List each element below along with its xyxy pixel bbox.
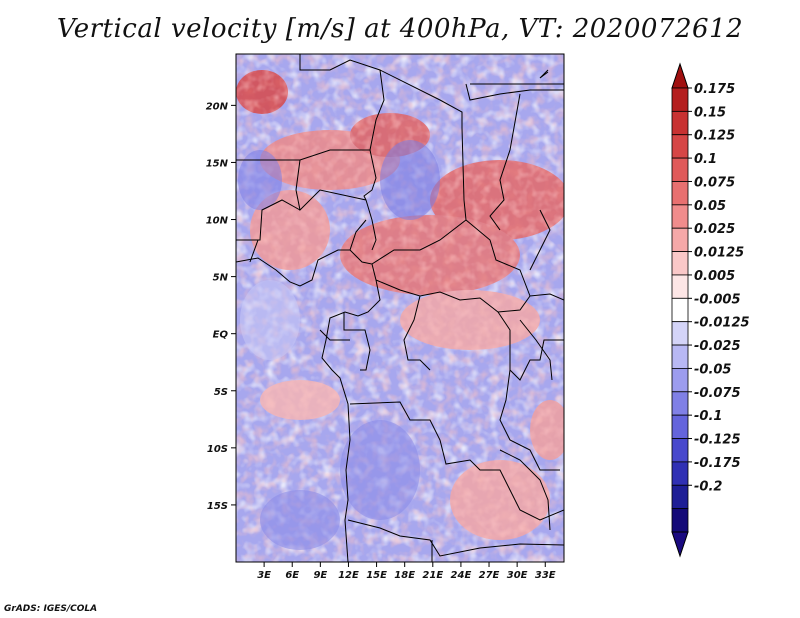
colorbar-label: 0.05 (694, 199, 726, 214)
lon-tick-label: 12E (338, 570, 359, 581)
lat-tick-label: 10N (206, 216, 229, 227)
colorbar-swatch (671, 368, 689, 393)
lat-tick-label: 5N (213, 273, 229, 284)
latitude-axis: 20N 15N 10N 5N EQ 5S 10S 15S (206, 101, 236, 512)
colorbar-swatch (671, 157, 689, 182)
colorbar-label: 0.175 (694, 82, 735, 97)
colorbar-bottom-arrow (671, 531, 689, 558)
lon-tick-label: 18E (394, 570, 415, 581)
lon-tick-label: 33E (535, 570, 556, 581)
lat-tick-label: 15N (206, 158, 229, 169)
colorbar-label: -0.005 (694, 292, 741, 307)
colorbar-label: 0.15 (694, 105, 726, 120)
colorbar-label: 0.0125 (694, 246, 744, 261)
lon-tick-label: 9E (313, 570, 327, 581)
descent-regions (238, 140, 440, 550)
colorbar-swatch (671, 87, 689, 112)
colorbar-swatch (671, 204, 689, 229)
colorbar-label: -0.1 (694, 409, 722, 424)
lat-tick-label: EQ (213, 330, 229, 341)
colorbar-swatch (671, 181, 689, 206)
colorbar-label: -0.05 (694, 362, 731, 377)
lat-tick-label: 20N (206, 101, 229, 112)
colorbar-label: -0.125 (694, 433, 741, 448)
colorbar-swatch (671, 251, 689, 276)
lon-tick-label: 27E (479, 570, 500, 581)
lon-tick-label: 21E (422, 570, 443, 581)
colorbar-label: -0.2 (694, 479, 722, 494)
colorbar-label: -0.025 (694, 339, 741, 354)
colorbar-top-arrow (671, 62, 689, 89)
colorbar-swatch (671, 110, 689, 136)
colorbar-swatch (671, 508, 689, 533)
colorbar-label: -0.075 (694, 386, 741, 401)
colorbar-label: 0.125 (694, 129, 735, 144)
lon-tick-label: 15E (366, 570, 387, 581)
colorbar-label: -0.175 (694, 456, 741, 471)
lon-tick-label: 6E (285, 570, 299, 581)
colorbar-label: -0.0125 (694, 316, 750, 331)
longitude-axis: 3E 6E 9E 12E 15E 18E 21E 24E 27E 30E 33E (257, 562, 556, 581)
colorbar-swatch (671, 414, 689, 439)
colorbar-swatch (671, 438, 689, 463)
colorbar-swatch (671, 134, 689, 159)
lat-tick-label: 15S (207, 501, 228, 512)
colorbar-swatch (671, 484, 689, 510)
map-title: Vertical velocity [m/s] at 400hPa, VT: 2… (56, 14, 744, 44)
lon-tick-label: 30E (507, 570, 528, 581)
grads-credit: GrADS: IGES/COLA (4, 604, 98, 614)
map-frame (235, 53, 565, 563)
colorbar-label: 0.075 (694, 175, 735, 190)
lon-tick-label: 24E (451, 570, 472, 581)
lat-tick-label: 10S (207, 444, 228, 455)
colorbar-swatch (671, 297, 689, 323)
colorbar-swatch (671, 391, 689, 416)
colorbar-swatch (671, 344, 689, 369)
colorbar: 0.175 0.15 0.125 0.1 0.075 0.05 0.025 0.0125 0.0… (671, 62, 750, 558)
lon-tick-label: 3E (257, 570, 271, 581)
colorbar-label: 0.1 (694, 152, 717, 167)
colorbar-swatch (671, 274, 689, 299)
colorbar-label: 0.025 (694, 222, 735, 237)
colorbar-label: 0.005 (694, 269, 735, 284)
colorbar-swatch (671, 227, 689, 252)
vertical-velocity-field (236, 54, 564, 562)
country-borders (236, 54, 564, 562)
colorbar-swatch (671, 461, 689, 486)
lat-tick-label: 5S (214, 387, 228, 398)
colorbar-swatch (671, 321, 689, 346)
